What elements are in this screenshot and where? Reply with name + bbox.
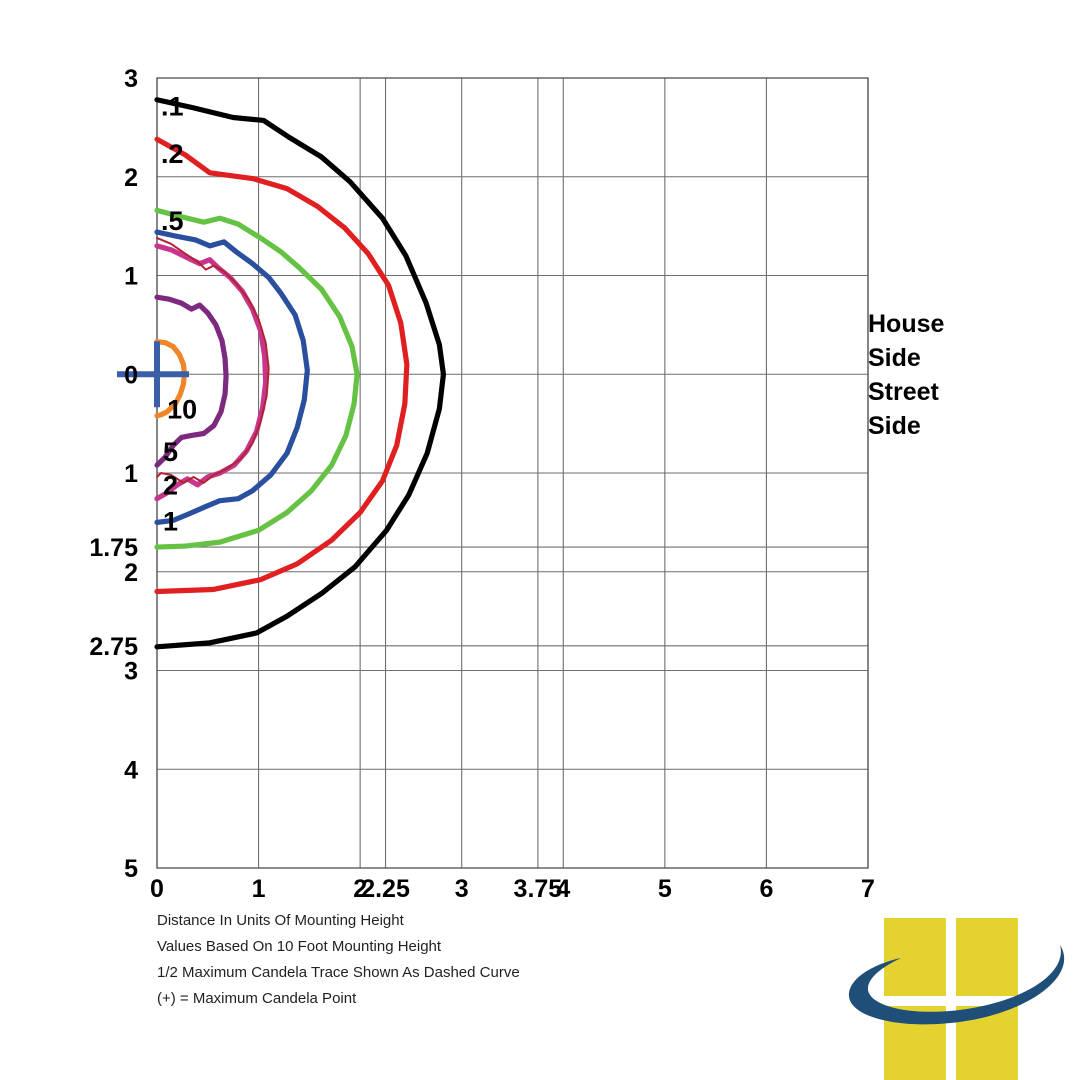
y-tick-2p75: 2.75 bbox=[89, 633, 138, 661]
y-tick-3: 3 bbox=[124, 658, 138, 686]
company-logo bbox=[848, 918, 1065, 1080]
isofootcandle-contours bbox=[154, 97, 447, 650]
y-tick-5: 5 bbox=[124, 855, 138, 883]
y-tick-1: 1 bbox=[124, 263, 138, 291]
note-line-2: Values Based On 10 Foot Mounting Height bbox=[157, 938, 442, 955]
contour-label-1: 1 bbox=[163, 506, 178, 536]
note-line-3: 1/2 Maximum Candela Trace Shown As Dashe… bbox=[157, 964, 520, 981]
logo-square-2 bbox=[956, 918, 1018, 996]
street-side-label-line1: Street bbox=[868, 378, 940, 406]
contour-label-2: 2 bbox=[163, 471, 178, 501]
x-tick-3.75: 3.75 bbox=[514, 875, 563, 903]
house-side-label-line1: House bbox=[868, 310, 945, 338]
note-line-4: (+) = Maximum Candela Point bbox=[157, 990, 357, 1007]
contour-curve-max_candela_trace bbox=[156, 236, 270, 484]
y-tick-4: 4 bbox=[124, 756, 138, 784]
plot-area-border bbox=[156, 77, 869, 869]
contour-curve-p5 bbox=[154, 207, 360, 550]
x-axis-tick-labels: 0 1 22.25 3 3.754 5 6 7 bbox=[150, 875, 875, 903]
orientation-labels: House Side Street Side bbox=[868, 310, 945, 440]
note-line-1: Distance In Units Of Mounting Height bbox=[157, 912, 405, 929]
y-tick-1: 1 bbox=[124, 460, 138, 488]
logo-square-1 bbox=[884, 918, 946, 996]
contour-label-p1: .1 bbox=[161, 92, 184, 122]
contour-label-5: 5 bbox=[163, 437, 178, 467]
contour-curve-p2 bbox=[154, 136, 410, 595]
street-side-label-line2: Side bbox=[868, 412, 921, 440]
contour-curve-1 bbox=[154, 229, 310, 525]
logo-swoosh bbox=[848, 945, 1065, 1025]
x-tick-2: 2 bbox=[353, 875, 367, 903]
contour-label-p5: .5 bbox=[161, 206, 184, 236]
contour-value-labels: .1 .2 .5 1 2 5 10 bbox=[161, 92, 197, 537]
chart-notes: Distance In Units Of Mounting Height Val… bbox=[157, 912, 520, 1007]
y-tick-1p75: 1.75 bbox=[89, 534, 138, 562]
y-tick-0: 0 bbox=[124, 361, 138, 389]
x-tick-0: 0 bbox=[150, 875, 164, 903]
contour-curve-2 bbox=[154, 243, 269, 502]
x-tick-2.25: 2.25 bbox=[361, 875, 410, 903]
chart-frame bbox=[156, 77, 869, 869]
x-tick-1: 1 bbox=[252, 875, 266, 903]
x-tick-4: 4 bbox=[556, 875, 570, 903]
contour-curve-p1 bbox=[154, 97, 447, 650]
x-tick-3: 3 bbox=[455, 875, 469, 903]
contour-curve-5 bbox=[154, 294, 229, 468]
chart-gridlines bbox=[156, 77, 869, 869]
contour-label-10: 10 bbox=[167, 395, 197, 425]
x-tick-5: 5 bbox=[658, 875, 672, 903]
house-side-label-line2: Side bbox=[868, 344, 921, 372]
x-tick-6: 6 bbox=[759, 875, 773, 903]
max-candela-point-marker bbox=[117, 341, 189, 408]
contour-curve-10 bbox=[154, 339, 188, 419]
contour-label-p2: .2 bbox=[161, 139, 184, 169]
y-tick-2: 2 bbox=[124, 164, 138, 192]
y-tick-3: 3 bbox=[124, 65, 138, 93]
x-tick-7: 7 bbox=[861, 875, 875, 903]
y-tick-2: 2 bbox=[124, 559, 138, 587]
